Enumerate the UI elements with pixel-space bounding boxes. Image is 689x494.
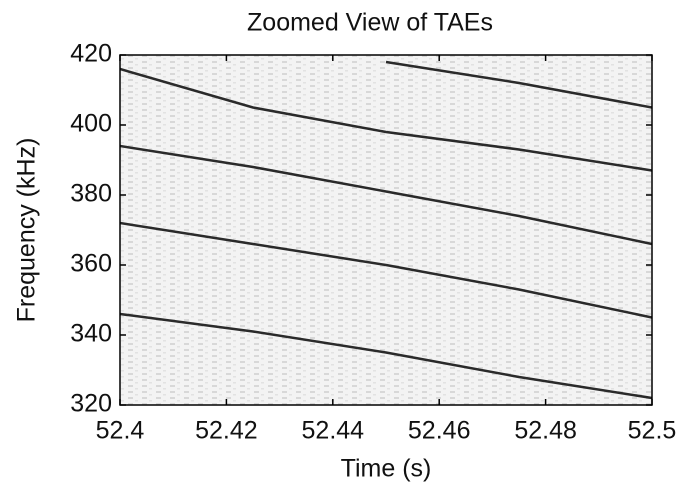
x-axis-label: Time (s) [341,455,432,483]
chart-title: Zoomed View of TAEs [247,9,493,37]
y-tick-label: 400 [70,110,112,138]
y-tick-label: 340 [70,320,112,348]
x-tick-label: 52.42 [195,417,258,445]
y-axis-label: Frequency (kHz) [13,138,41,323]
y-tick-label: 380 [70,180,112,208]
mode-line [120,67,652,172]
x-tick-label: 52.48 [514,417,577,445]
mode-line [120,144,652,246]
plot-background [120,55,652,405]
mode-line [120,312,652,400]
y-tick-label: 320 [70,390,112,418]
x-tick-label: 52.5 [628,417,677,445]
y-tick-label: 360 [70,250,112,278]
x-tick-label: 52.46 [408,417,471,445]
mode-line [120,221,652,319]
plot-frame [119,54,653,406]
mode-line [385,60,652,109]
x-tick-label: 52.4 [96,417,145,445]
y-tick-label: 420 [70,40,112,68]
x-tick-label: 52.44 [302,417,365,445]
